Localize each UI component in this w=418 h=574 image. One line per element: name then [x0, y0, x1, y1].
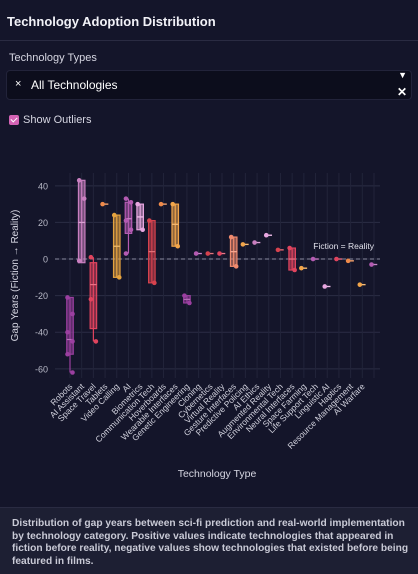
data-point — [123, 251, 129, 256]
remove-tag-icon[interactable]: × — [15, 78, 22, 90]
data-point — [76, 258, 82, 264]
data-point — [152, 280, 157, 286]
clear-selection-icon[interactable]: ✕ — [396, 85, 407, 99]
data-point — [93, 339, 99, 344]
data-point — [205, 251, 211, 256]
data-point — [170, 201, 176, 207]
data-point — [182, 293, 187, 298]
data-point — [158, 201, 164, 207]
data-point — [299, 265, 304, 271]
data-point — [233, 264, 239, 269]
data-point — [140, 227, 145, 233]
data-point — [88, 254, 94, 260]
y-axis-title: Gap Years (Fiction → Reality) — [10, 210, 21, 342]
y-tick-label: 20 — [38, 218, 48, 228]
box-body — [89, 262, 98, 330]
box-body — [171, 203, 180, 247]
data-point — [217, 251, 222, 256]
data-point — [357, 282, 363, 287]
y-tick-label: -60 — [35, 364, 48, 374]
data-point — [345, 258, 351, 264]
data-point — [116, 275, 122, 280]
data-point — [275, 247, 281, 253]
data-point — [292, 267, 297, 273]
data-point — [81, 196, 87, 201]
chart-description: Distribution of gap years between sci-fi… — [12, 518, 409, 567]
y-tick-label: 40 — [38, 181, 48, 191]
data-point — [240, 242, 246, 247]
data-point — [175, 243, 181, 249]
box-body — [66, 296, 74, 355]
data-point — [76, 178, 82, 183]
box-body — [124, 201, 133, 235]
data-point — [123, 218, 129, 223]
data-point — [128, 199, 134, 205]
data-point — [123, 196, 129, 201]
show-outliers-label: Show Outliers — [23, 114, 92, 126]
data-point — [334, 256, 339, 262]
data-point — [369, 262, 374, 267]
header-bar: Technology Adoption Distribution — [0, 0, 418, 41]
selected-tag-all-technologies: All Technologies — [31, 78, 118, 92]
data-point — [70, 339, 75, 344]
data-point — [263, 232, 269, 238]
data-point — [135, 201, 140, 207]
data-point — [310, 256, 316, 262]
data-point — [100, 201, 105, 207]
x-axis-title: Technology Type — [178, 468, 257, 480]
reference-line-label: Fiction = Reality — [313, 241, 374, 251]
y-tick-label: -40 — [35, 328, 48, 338]
filter-label: Technology Types — [9, 52, 97, 64]
data-point — [193, 251, 199, 256]
data-point — [88, 296, 94, 302]
data-point — [65, 351, 70, 357]
data-point — [252, 240, 257, 245]
technology-type-select[interactable]: × All Technologies ▼ ✕ — [6, 70, 412, 100]
data-point — [187, 300, 192, 306]
chevron-down-icon[interactable]: ▼ — [398, 70, 407, 80]
data-point — [128, 227, 134, 233]
y-tick-label: 0 — [43, 255, 48, 265]
data-point — [65, 295, 70, 300]
data-point — [111, 212, 117, 218]
data-point — [70, 370, 75, 375]
data-point — [70, 311, 75, 317]
box-body — [77, 179, 86, 264]
show-outliers-checkbox[interactable] — [9, 115, 19, 125]
data-point — [228, 234, 234, 240]
page-title: Technology Adoption Distribution — [7, 14, 216, 29]
y-tick-label: -20 — [35, 291, 48, 301]
chart-description-panel: Distribution of gap years between sci-fi… — [0, 507, 418, 574]
data-point — [322, 284, 328, 289]
data-point — [147, 218, 152, 223]
data-point — [287, 245, 292, 251]
data-point — [65, 329, 70, 335]
